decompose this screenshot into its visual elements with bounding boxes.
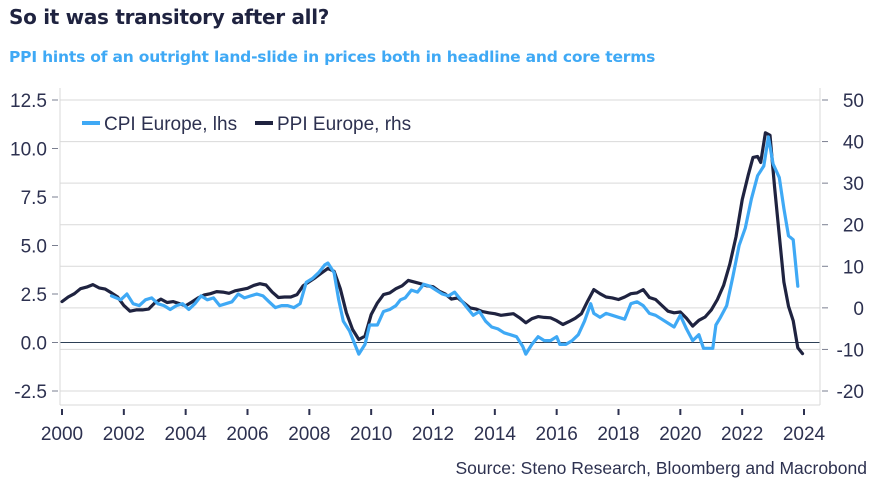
x-tick-label: 2016	[536, 424, 578, 445]
legend-label-ppi: PPI Europe, rhs	[277, 114, 411, 135]
x-tick-label: 2004	[165, 424, 208, 445]
gridlines	[60, 99, 820, 392]
right-tick-label: 10	[843, 257, 864, 278]
right-tick-label: -10	[837, 340, 864, 361]
x-tick-label: 2018	[597, 424, 639, 445]
series-line-cpi	[109, 135, 800, 356]
x-tick-label: 2006	[226, 424, 268, 445]
left-tick-label: 10.0	[10, 140, 47, 161]
left-tick-label: 0.0	[21, 334, 47, 355]
right-tick-label: 20	[843, 216, 864, 237]
x-tick-label: 2000	[41, 424, 83, 445]
source-note: Source: Steno Research, Bloomberg and Ma…	[455, 458, 868, 478]
left-tick-label: -2.5	[14, 382, 47, 403]
right-tick-label: 40	[843, 133, 864, 154]
axes: -2.5 0.0 2.5 5.0 7.5 10.0 12.5 -20 -10 0 10 20 30 40 5…	[10, 88, 864, 445]
series-line-ppi	[60, 131, 805, 356]
right-tick-label: -20	[837, 382, 864, 403]
chart-subtitle: PPI hints of an outright land-slide in p…	[9, 48, 656, 66]
left-tick-label: 2.5	[21, 285, 47, 306]
left-tick-label: 5.0	[21, 237, 47, 258]
x-tick-label: 2008	[288, 424, 330, 445]
x-tick-label: 2024	[783, 424, 826, 445]
series-lines	[60, 131, 805, 356]
x-tick-label: 2002	[103, 424, 145, 445]
right-tick-label: 30	[843, 174, 864, 195]
legend: CPI Europe, lhs PPI Europe, rhs	[82, 114, 411, 135]
left-tick-label: 7.5	[21, 188, 47, 209]
x-tick-label: 2010	[350, 424, 392, 445]
right-tick-label: 0	[853, 299, 864, 320]
x-tick-label: 2012	[412, 424, 454, 445]
x-tick-label: 2020	[659, 424, 701, 445]
right-tick-label: 50	[843, 91, 864, 112]
x-tick-label: 2022	[721, 424, 763, 445]
legend-label-cpi: CPI Europe, lhs	[104, 114, 237, 135]
left-tick-label: 12.5	[10, 91, 47, 112]
x-tick-label: 2014	[474, 424, 517, 445]
chart-title: So it was transitory after all?	[9, 5, 330, 29]
